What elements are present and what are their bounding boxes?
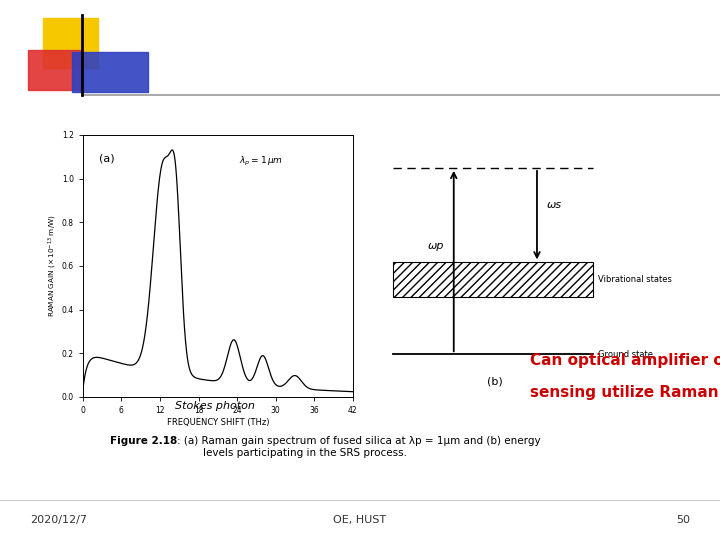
X-axis label: FREQUENCY SHIFT (THz): FREQUENCY SHIFT (THz): [166, 418, 269, 427]
Text: sensing utilize Raman scattering ?: sensing utilize Raman scattering ?: [530, 385, 720, 400]
Text: ωs: ωs: [546, 200, 562, 210]
Text: $\lambda_p = 1\,\mu m$: $\lambda_p = 1\,\mu m$: [239, 155, 284, 168]
Text: Stokes photon: Stokes photon: [175, 401, 255, 411]
Text: OE, HUST: OE, HUST: [333, 515, 387, 525]
Text: (a): (a): [99, 153, 114, 163]
Text: Figure 2.18: Figure 2.18: [110, 436, 177, 446]
Text: (b): (b): [487, 376, 503, 386]
Y-axis label: RAMAN GAIN ($\times\,10^{-13}$ m/W): RAMAN GAIN ($\times\,10^{-13}$ m/W): [47, 214, 59, 318]
Text: ωp: ωp: [428, 241, 445, 251]
Text: Can optical amplifier or fiber: Can optical amplifier or fiber: [530, 353, 720, 368]
Text: Vibrational states: Vibrational states: [598, 275, 672, 284]
Bar: [392, 262, 593, 297]
Text: : (a) Raman gain spectrum of fused silica at λp = 1μm and (b) energy
        lev: : (a) Raman gain spectrum of fused silic…: [177, 436, 541, 457]
Text: 50: 50: [676, 515, 690, 525]
Text: Ground state: Ground state: [598, 350, 653, 359]
Text: 2020/12/7: 2020/12/7: [30, 515, 87, 525]
